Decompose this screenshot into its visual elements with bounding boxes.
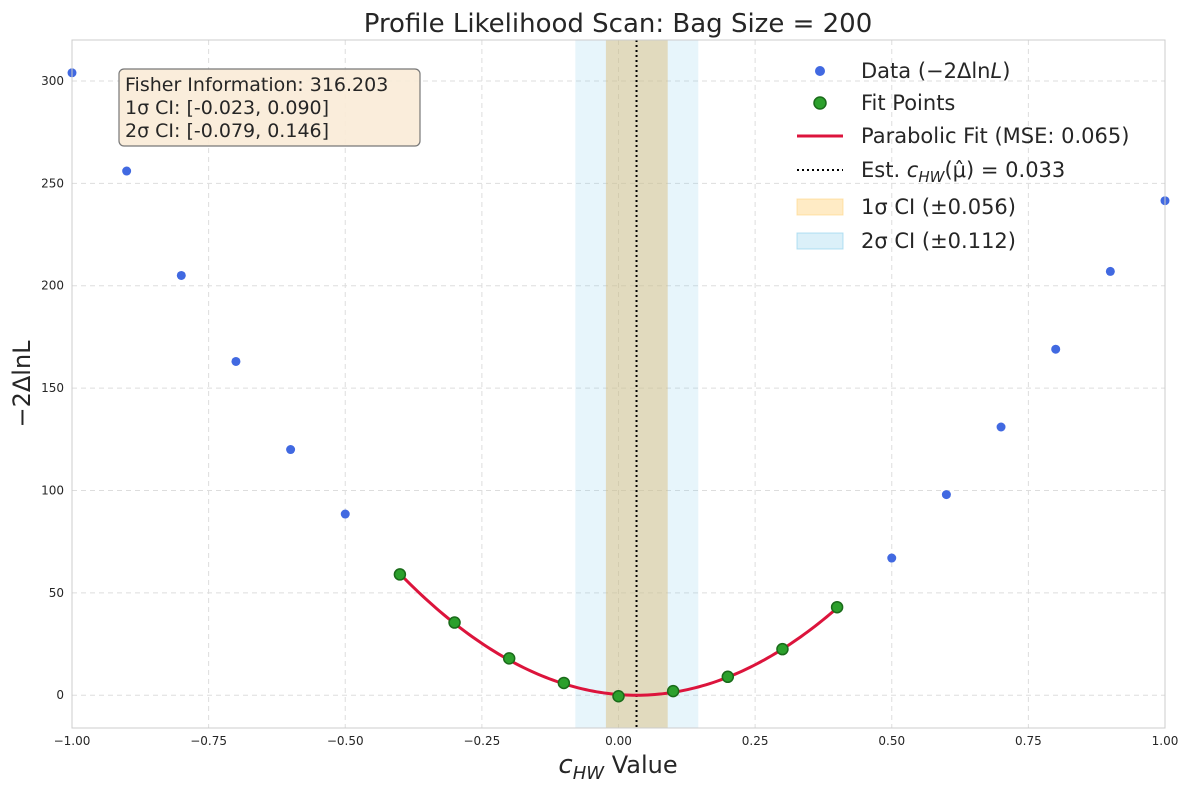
x-tick-label: 0.50 — [878, 734, 905, 748]
x-tick-label: 0.00 — [605, 734, 632, 748]
x-tick-label: −0.25 — [463, 734, 500, 748]
y-tick-label: 50 — [49, 586, 64, 600]
data-point-10 — [1105, 266, 1115, 276]
x-tick-label: −1.00 — [54, 734, 91, 748]
fit-point-5 — [666, 684, 680, 698]
x-axis-label: cHW Value — [558, 750, 677, 784]
y-axis-label: −2ΔlnL — [8, 340, 36, 428]
x-axis-label-base: c — [558, 750, 572, 780]
x-tick-label: 0.25 — [742, 734, 769, 748]
x-tick-label: −0.50 — [327, 734, 364, 748]
fit-point-4 — [612, 690, 625, 703]
x-axis-label-text: Value — [612, 751, 678, 779]
legend-item-5: 2σ CI (±0.112) — [796, 229, 1016, 253]
fit-point-1 — [448, 616, 461, 629]
annotation-line-0: Fisher Information: 316.203 — [125, 74, 388, 96]
legend: Data (−2ΔlnL) Fit Points Parabolic Fit (MS… — [796, 59, 1129, 253]
y-tick-label: 300 — [41, 74, 64, 88]
legend-label: 2σ CI (±0.112) — [861, 229, 1016, 253]
data-point-8 — [996, 422, 1006, 432]
fit-point-3 — [557, 676, 571, 690]
legend-label: 1σ CI (±0.056) — [861, 195, 1016, 219]
y-tick-label: 250 — [41, 176, 64, 190]
data-point-6 — [887, 553, 897, 563]
data-point-3 — [231, 356, 241, 366]
legend-item-0: Data (−2ΔlnL) — [815, 59, 1010, 83]
data-point-4 — [286, 445, 296, 455]
plot-frame — [71, 39, 1166, 729]
legend-marker — [815, 66, 825, 76]
x-axis-label-sub: HW — [573, 763, 606, 784]
fit-point-8 — [830, 600, 844, 614]
annotation-background — [118, 68, 421, 147]
y-tick-label: 0 — [56, 688, 64, 702]
chart-title: Profile Likelihood Scan: Bag Size = 200 — [364, 9, 873, 39]
legend-item-1: Fit Points — [813, 91, 955, 115]
annotation-line-2: 2σ CI: [-0.079, 0.146] — [125, 120, 329, 142]
y-tick-label: 150 — [41, 381, 64, 395]
legend-marker — [796, 232, 844, 250]
x-tick-label: 1.00 — [1152, 734, 1179, 748]
x-tick-label: −0.75 — [190, 734, 227, 748]
data-point-5 — [340, 509, 350, 519]
legend-label: Data (−2ΔlnL) — [861, 59, 1010, 83]
fit-point-0 — [393, 568, 407, 581]
fit-point-2 — [502, 652, 516, 665]
annotation-line-1: 1σ CI: [-0.023, 0.090] — [125, 97, 329, 119]
legend-item-3: Est. cHW(μ̂) = 0.033 — [797, 158, 1065, 186]
legend-item-2: Parabolic Fit (MSE: 0.065) — [797, 124, 1129, 148]
x-tick-label: 0.75 — [1015, 734, 1042, 748]
y-tick-label: 100 — [41, 483, 64, 497]
data-point-2 — [176, 270, 186, 280]
ci-band-1sigma — [605, 40, 668, 728]
legend-label: Fit Points — [861, 91, 955, 115]
y-tick-label: 200 — [41, 279, 64, 293]
fit-point-6 — [721, 670, 735, 684]
legend-label: Parabolic Fit (MSE: 0.065) — [861, 124, 1129, 148]
legend-item-4: 1σ CI (±0.056) — [796, 195, 1016, 219]
data-point-1 — [122, 166, 132, 176]
ci-band-2sigma — [575, 40, 699, 728]
legend-marker — [813, 96, 827, 110]
data-points — [67, 68, 1170, 703]
data-point-7 — [941, 490, 951, 500]
confidence-bands — [575, 40, 699, 728]
ci-band-overlap — [605, 40, 668, 728]
x-tick-labels: −1.00 −0.75 −0.50 −0.25 0.00 0.25 0.50 0.75 1.00 — [54, 734, 1179, 748]
data-point-9 — [1051, 344, 1061, 354]
legend-label: Est. cHW(μ̂) = 0.033 — [861, 158, 1065, 186]
legend-marker — [796, 198, 844, 216]
fit-point-7 — [776, 642, 789, 656]
axes-border — [71, 39, 1166, 729]
y-tick-labels: 0 50 100 150 200 250 300 — [41, 74, 64, 702]
